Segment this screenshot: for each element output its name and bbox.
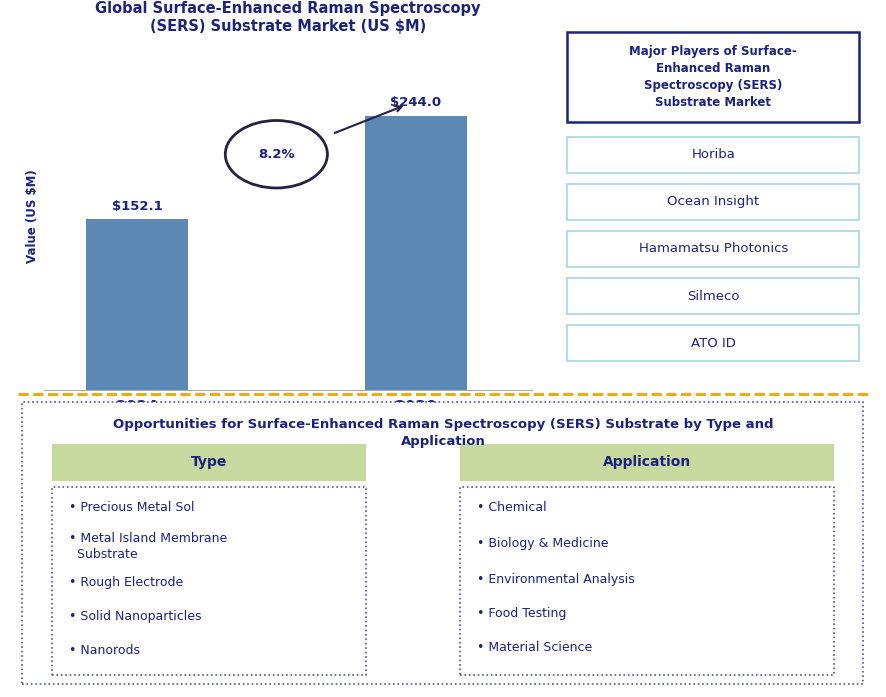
Text: • Metal Island Membrane
  Substrate: • Metal Island Membrane Substrate	[69, 532, 227, 561]
FancyBboxPatch shape	[567, 231, 859, 267]
Text: Major Players of Surface-
Enhanced Raman
Spectroscopy (SERS)
Substrate Market: Major Players of Surface- Enhanced Raman…	[629, 45, 797, 109]
Text: 8.2%: 8.2%	[258, 148, 295, 161]
Text: ATO ID: ATO ID	[691, 337, 735, 350]
Text: Application: Application	[603, 455, 691, 469]
Text: $152.1: $152.1	[112, 199, 162, 213]
Text: Opportunities for Surface-Enhanced Raman Spectroscopy (SERS) Substrate by Type a: Opportunities for Surface-Enhanced Raman…	[113, 418, 773, 448]
FancyBboxPatch shape	[51, 444, 367, 481]
Text: • Environmental Analysis: • Environmental Analysis	[477, 573, 634, 586]
FancyBboxPatch shape	[460, 444, 835, 481]
Text: Silmeco: Silmeco	[687, 289, 740, 302]
FancyBboxPatch shape	[567, 184, 859, 220]
FancyBboxPatch shape	[567, 325, 859, 361]
Text: Type: Type	[190, 455, 228, 469]
Text: • Food Testing: • Food Testing	[477, 607, 566, 620]
Text: • Chemical: • Chemical	[477, 501, 547, 514]
FancyBboxPatch shape	[567, 278, 859, 314]
Text: $244.0: $244.0	[390, 96, 441, 109]
Title: Global Surface-Enhanced Raman Spectroscopy
(SERS) Substrate Market (US $M): Global Surface-Enhanced Raman Spectrosco…	[95, 1, 481, 33]
Y-axis label: Value (US $M): Value (US $M)	[26, 169, 39, 263]
Text: Ocean Insight: Ocean Insight	[667, 195, 759, 208]
Text: • Rough Electrode: • Rough Electrode	[69, 576, 183, 589]
Text: Source: Lucintel: Source: Lucintel	[410, 434, 517, 447]
Text: • Solid Nanoparticles: • Solid Nanoparticles	[69, 610, 201, 623]
FancyBboxPatch shape	[567, 31, 859, 122]
Bar	[364, 116, 467, 390]
Bar	[86, 220, 188, 390]
Text: Hamamatsu Photonics: Hamamatsu Photonics	[639, 243, 788, 256]
Text: Horiba: Horiba	[691, 148, 735, 161]
FancyBboxPatch shape	[567, 137, 859, 173]
Text: • Precious Metal Sol: • Precious Metal Sol	[69, 501, 194, 514]
Text: • Material Science: • Material Science	[477, 641, 592, 654]
Text: • Nanorods: • Nanorods	[69, 644, 140, 657]
FancyBboxPatch shape	[22, 402, 863, 684]
FancyBboxPatch shape	[460, 487, 835, 675]
Text: • Biology & Medicine: • Biology & Medicine	[477, 537, 609, 550]
FancyBboxPatch shape	[51, 487, 367, 675]
